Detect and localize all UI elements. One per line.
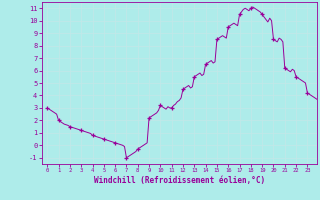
X-axis label: Windchill (Refroidissement éolien,°C): Windchill (Refroidissement éolien,°C) — [94, 176, 265, 185]
